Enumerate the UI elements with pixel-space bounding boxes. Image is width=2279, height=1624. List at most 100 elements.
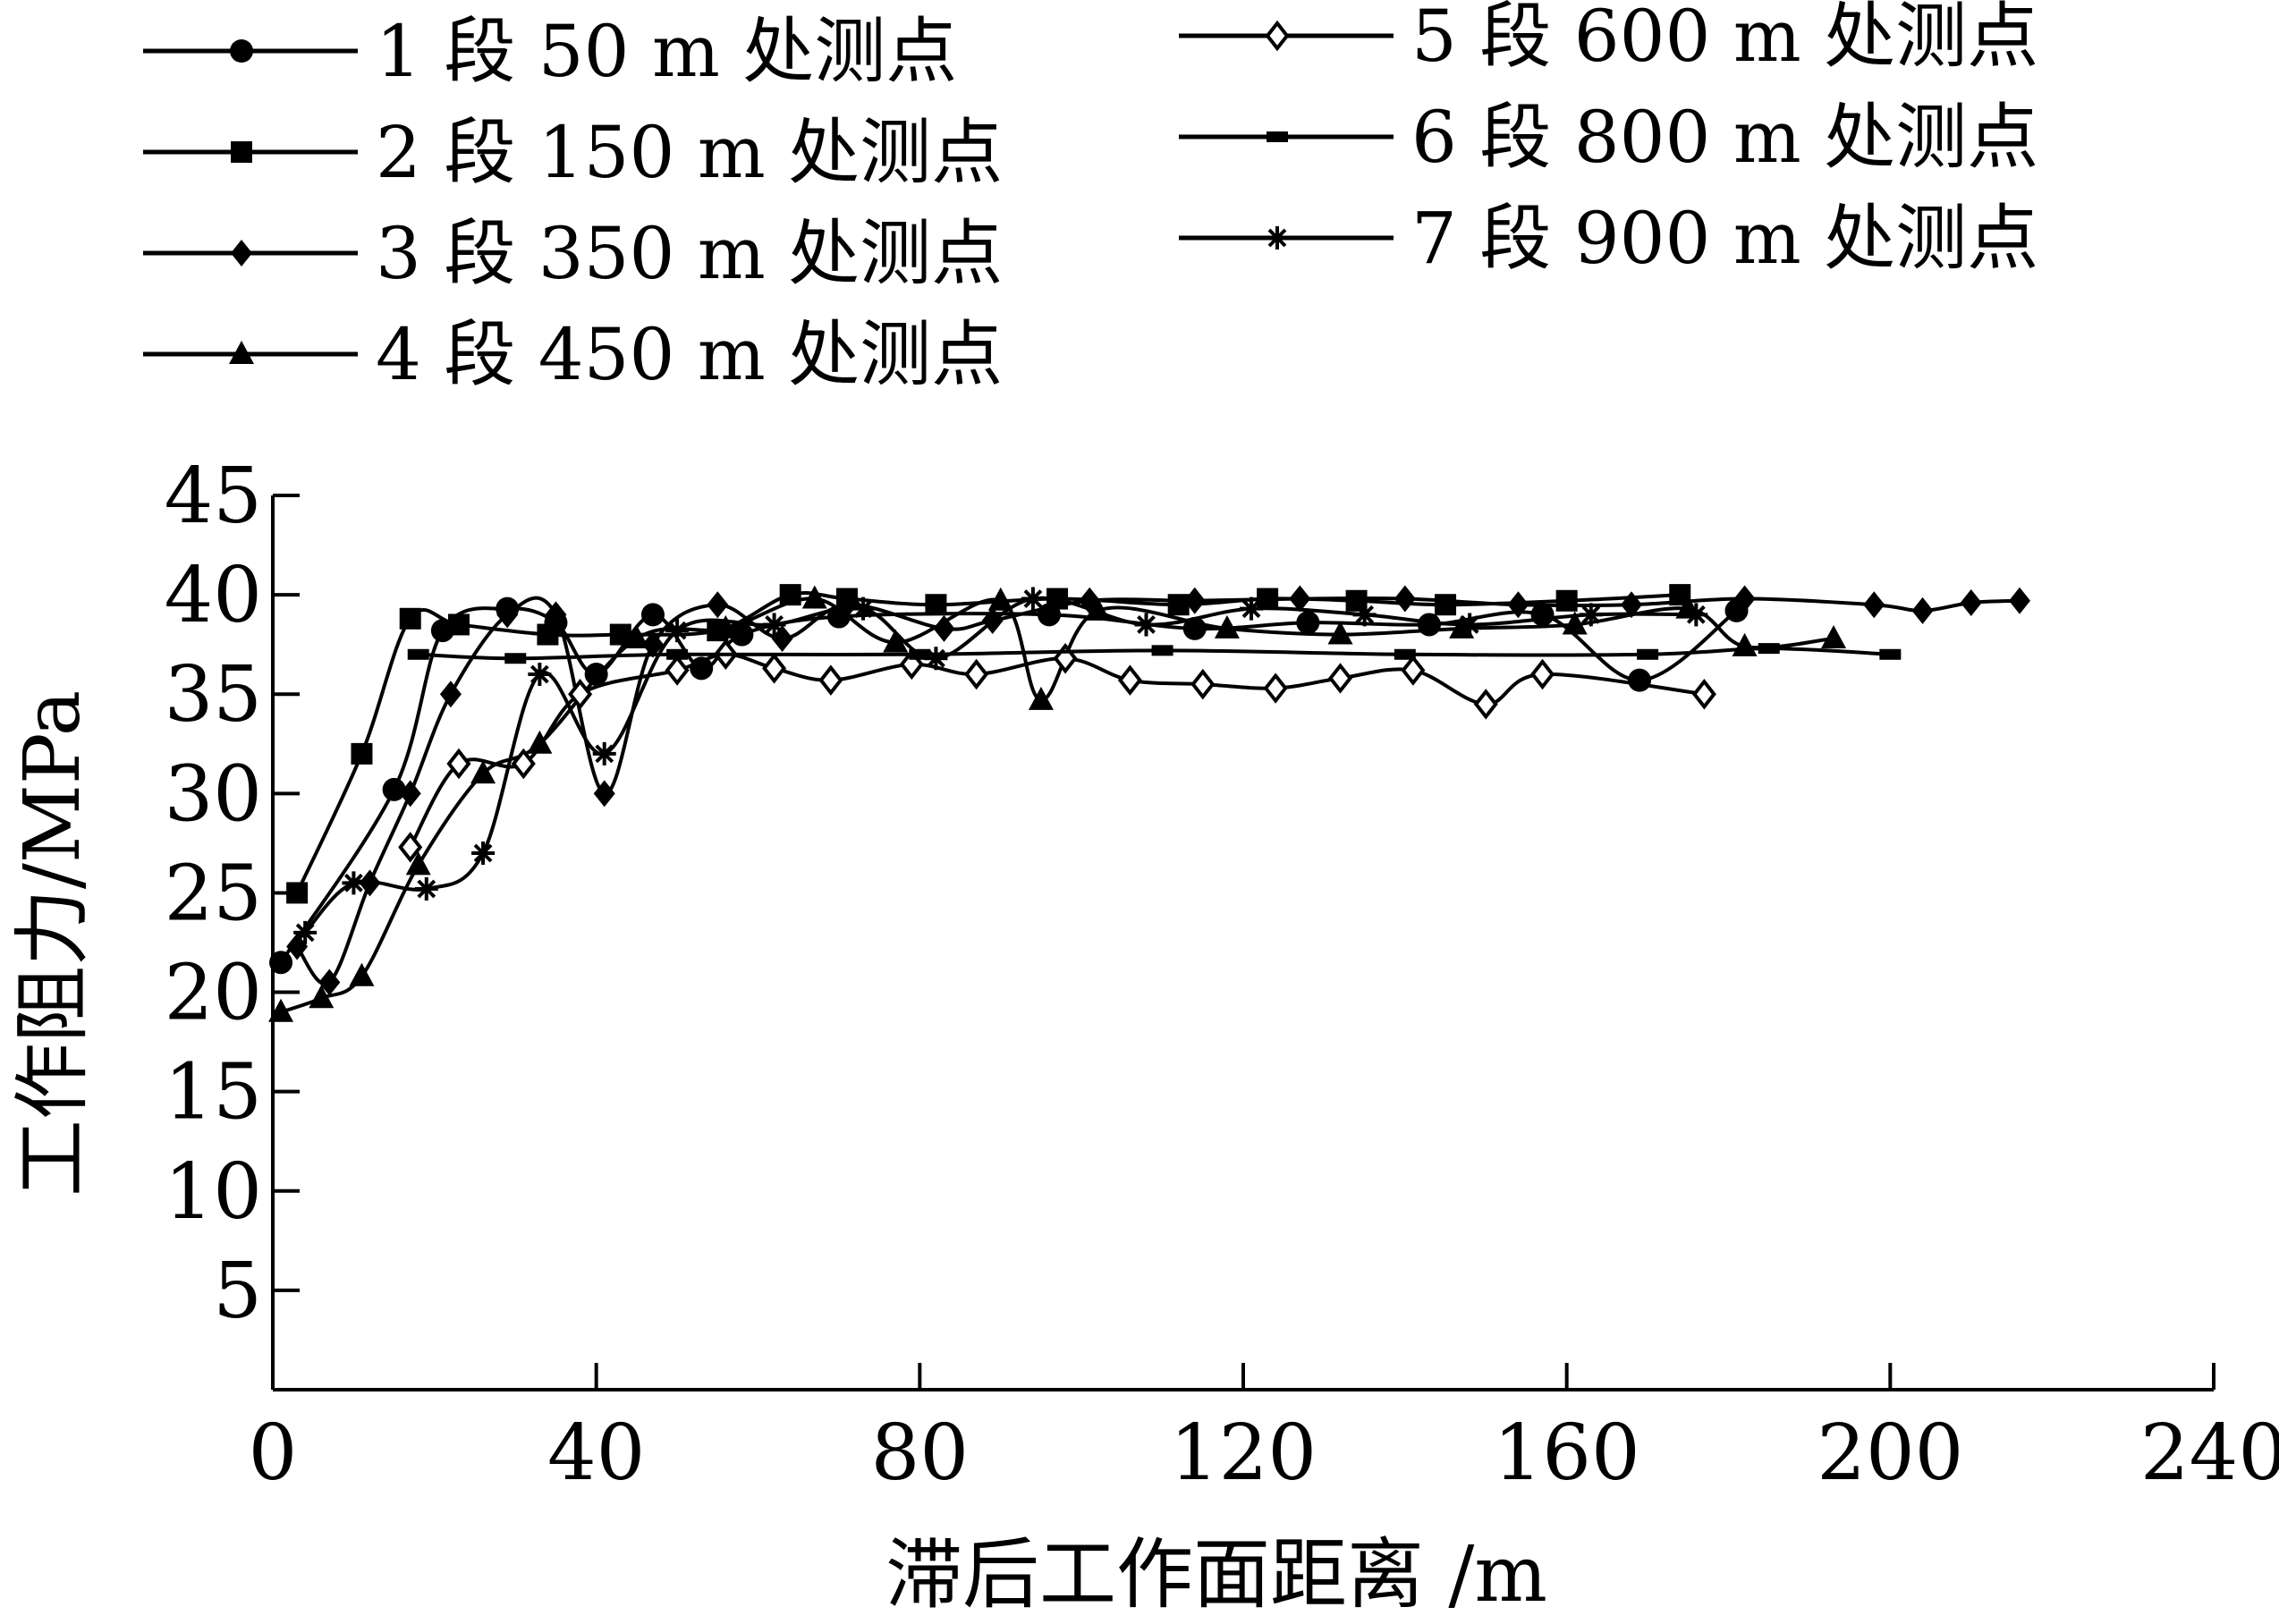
series-5-point: [1053, 642, 1078, 674]
series-4-point: [1821, 625, 1847, 648]
y-tick-label: 25: [165, 849, 262, 938]
y-tick-label: 5: [213, 1247, 262, 1336]
series-7-point: [665, 619, 690, 643]
legend-item-7: 7 段 900 m 处测点: [1179, 197, 2038, 280]
series-5-point: [511, 748, 536, 780]
series-3-point: [1621, 591, 1642, 619]
series-6-point: [1879, 648, 1902, 660]
series-4-point: [309, 985, 335, 1009]
legend-label: 3 段 350 m 处测点: [376, 212, 1003, 295]
series-3-point: [496, 601, 519, 629]
series-5-point: [1327, 663, 1353, 694]
legend-item-1: 1 段 50 m 处测点: [143, 10, 957, 93]
plot-area: [268, 584, 2030, 1022]
series-2-point: [399, 607, 421, 630]
series-1-line: [279, 606, 1738, 964]
series-3-point: [1911, 596, 1934, 624]
legend-marker: [1267, 131, 1288, 142]
series-6-point: [1394, 648, 1416, 660]
series-6-point: [1151, 645, 1173, 656]
series-7-point: [1352, 603, 1377, 627]
series-4-point: [1214, 614, 1240, 639]
legend-item-4: 4 段 450 m 处测点: [143, 313, 1003, 396]
series-1-point: [1296, 611, 1320, 635]
series-3: [286, 585, 2030, 996]
x-tick-label: 240: [2140, 1408, 2279, 1498]
legend-item-2: 2 段 150 m 处测点: [143, 111, 1003, 194]
series-7-point: [1579, 603, 1603, 627]
y-tick-label: 40: [165, 551, 262, 640]
legend-label: 5 段 600 m 处测点: [1411, 0, 2038, 78]
series-3-point: [286, 933, 309, 960]
series-7-point: [342, 871, 366, 895]
series-2-point: [1435, 594, 1457, 616]
series-4-point: [713, 614, 739, 639]
series-3-point: [399, 780, 421, 808]
series-4-point: [405, 851, 431, 875]
series-7-point: [471, 842, 496, 865]
series-7: [293, 587, 1708, 944]
y-tick-label: 20: [165, 949, 262, 1038]
legend-label: 6 段 800 m 处测点: [1411, 96, 2038, 179]
series-5-point: [1190, 668, 1216, 700]
series-4: [268, 585, 1847, 1022]
series-3-point: [545, 601, 567, 629]
series-3-point: [1733, 585, 1756, 613]
series-2-point: [447, 613, 470, 636]
series-4-point: [801, 585, 827, 609]
series-2-point: [925, 594, 947, 616]
series-2-point: [1167, 594, 1190, 616]
series-4-point: [987, 587, 1013, 611]
series-6-point: [504, 653, 527, 664]
series-2-point: [1555, 589, 1578, 612]
series-7-point: [528, 663, 552, 686]
series-1-point: [269, 951, 293, 975]
series-1-point: [730, 622, 754, 647]
series-7-point: [762, 613, 786, 637]
legend-marker: [230, 39, 253, 63]
series-5-point: [762, 653, 787, 684]
series-2-point: [286, 882, 309, 904]
series-5-point: [964, 658, 989, 690]
legend-label: 4 段 450 m 处测点: [376, 313, 1003, 396]
series-2-point: [351, 742, 373, 765]
x-tick-label: 200: [1817, 1408, 1963, 1498]
legend-label: 7 段 900 m 处测点: [1411, 197, 2038, 280]
legend-marker: [229, 341, 254, 364]
x-tick-label: 0: [249, 1408, 298, 1498]
series-7-point: [592, 741, 616, 765]
series-4-point: [1562, 611, 1588, 635]
legend: 1 段 50 m 处测点 2 段 150 m 处测点 3 段 350 m 处测点 4 …: [143, 0, 2038, 396]
series-7-point: [924, 647, 948, 671]
series-7-point: [1240, 596, 1264, 621]
legend-label: 1 段 50 m 处测点: [376, 10, 957, 93]
series-2-point: [609, 623, 631, 646]
series-3-point: [707, 591, 729, 619]
series-2-point: [537, 623, 559, 646]
series-3-point: [593, 780, 615, 808]
series-5-point: [1529, 658, 1555, 690]
series-1-point: [1628, 668, 1652, 692]
series-4-point: [623, 625, 649, 648]
x-tick-label: 120: [1170, 1408, 1317, 1498]
series-7-point: [1021, 587, 1045, 611]
series-6-point: [1637, 648, 1659, 660]
series-5-point: [398, 832, 423, 863]
series-5-point: [1401, 655, 1426, 686]
legend-marker: [231, 240, 252, 266]
legend-marker: [1266, 226, 1289, 250]
y-tick-label: 45: [165, 452, 262, 541]
x-axis-label: 滞后工作面距离 /m: [885, 1530, 1547, 1620]
series-3-point: [933, 614, 955, 642]
series-4-point: [883, 629, 909, 653]
series-1-point: [382, 777, 406, 801]
series-4-point: [527, 730, 553, 754]
series-4-point: [470, 760, 496, 784]
series-4-point: [349, 962, 375, 986]
series-3-point: [1960, 589, 1982, 616]
series-5: [398, 639, 1716, 863]
series-4-point: [1327, 621, 1353, 645]
series-3-point: [1289, 585, 1311, 613]
legend-marker: [231, 141, 252, 163]
